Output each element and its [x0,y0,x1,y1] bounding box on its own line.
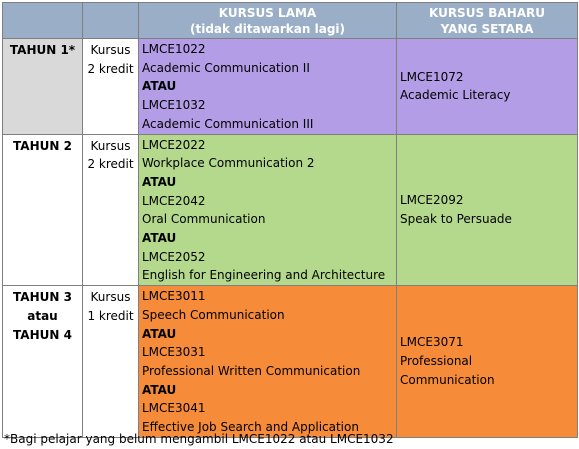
credit-text: Kursus [90,138,131,153]
year-text: TAHUN 2 [13,138,72,153]
course-text: Speak to Persuade [400,211,512,226]
course-text: LMCE2042 [142,193,206,208]
old-course-cell: LMCE2022 Workplace Communication 2 ATAU LMC… [138,133,397,287]
credit-text: 2 kredit [87,61,134,76]
year-text: atau [27,308,58,323]
header-cell [2,2,83,39]
course-text: LMCE3011 [142,289,206,304]
header-row: KURSUS LAMA (tidak ditawarkan lagi) KURSUS… [2,2,578,39]
course-text: Communication [400,372,495,387]
header-cell: KURSUS LAMA (tidak ditawarkan lagi) [138,2,397,39]
course-text: English for Engineering and Architecture [142,268,386,283]
course-text: Speech Communication [142,307,285,322]
course-text: Academic Communication II [142,60,310,75]
course-text: LMCE3041 [142,401,206,416]
header-cell: KURSUS BAHARU YANG SETARA [396,2,578,39]
course-text: Oral Communication [142,212,266,227]
credit-cell: Kursus 2 kredit [82,38,139,135]
old-course-cell: LMCE1022 Academic Communication II ATAU LMC… [138,38,397,135]
or-label: ATAU [142,79,177,94]
header-text: KURSUS LAMA [218,6,317,20]
course-text: LMCE1032 [142,98,206,113]
header-text: KURSUS BAHARU [428,6,546,20]
course-row: TAHUN 2 Kursus 2 kredit LMCE2022 Workplace C… [2,133,578,287]
course-text: Professional Written Communication [142,363,361,378]
or-label: ATAU [142,174,177,189]
course-row: TAHUN 1* Kursus 2 kredit LMCE1022 Academic C… [2,38,578,135]
course-text: Professional [400,354,473,369]
new-course-cell: LMCE1072 Academic Literacy [396,38,578,135]
credit-cell: Kursus 2 kredit [82,133,139,287]
footnote: *Bagi pelajar yang belum mengambil LMCE1… [4,432,394,446]
new-course-cell: LMCE2092 Speak to Persuade [396,133,578,287]
year-cell: TAHUN 3 atau TAHUN 4 [2,285,83,438]
course-text: Effective Job Search and Application [142,420,359,435]
or-label: ATAU [142,231,177,246]
course-text: LMCE2022 [142,137,206,152]
or-label: ATAU [142,326,177,341]
year-cell: TAHUN 1* [2,38,83,135]
course-table: KURSUS LAMA (tidak ditawarkan lagi) KURSUS… [2,2,578,438]
year-text: TAHUN 3 [13,290,72,305]
course-text: LMCE2092 [400,193,464,208]
new-course-cell: LMCE3071 Professional Communication [396,285,578,438]
credit-text: 1 kredit [87,308,134,323]
header-text: YANG SETARA [440,22,534,36]
course-text: Academic Literacy [400,88,511,103]
header-text: (tidak ditawarkan lagi) [189,22,345,36]
course-text: LMCE1072 [400,69,464,84]
course-row: TAHUN 3 atau TAHUN 4 Kursus 1 kredit LMCE3011… [2,285,578,438]
year-text: TAHUN 1* [9,43,76,57]
credit-text: Kursus [90,290,131,305]
credit-cell: Kursus 1 kredit [82,285,139,438]
course-text: LMCE1022 [142,42,206,56]
credit-text: Kursus [90,43,131,57]
credit-text: 2 kredit [87,157,134,172]
year-cell: TAHUN 2 [2,133,83,287]
course-text: LMCE2052 [142,249,206,264]
course-text: Academic Communication III [142,116,314,131]
old-course-cell: LMCE3011 Speech Communication ATAU LMCE3031… [138,285,397,438]
course-text: Workplace Communication 2 [142,156,315,171]
header-cell [82,2,139,39]
year-text: TAHUN 4 [13,327,72,342]
course-text: LMCE3071 [400,335,464,350]
course-text: LMCE3031 [142,345,206,360]
or-label: ATAU [142,382,177,397]
